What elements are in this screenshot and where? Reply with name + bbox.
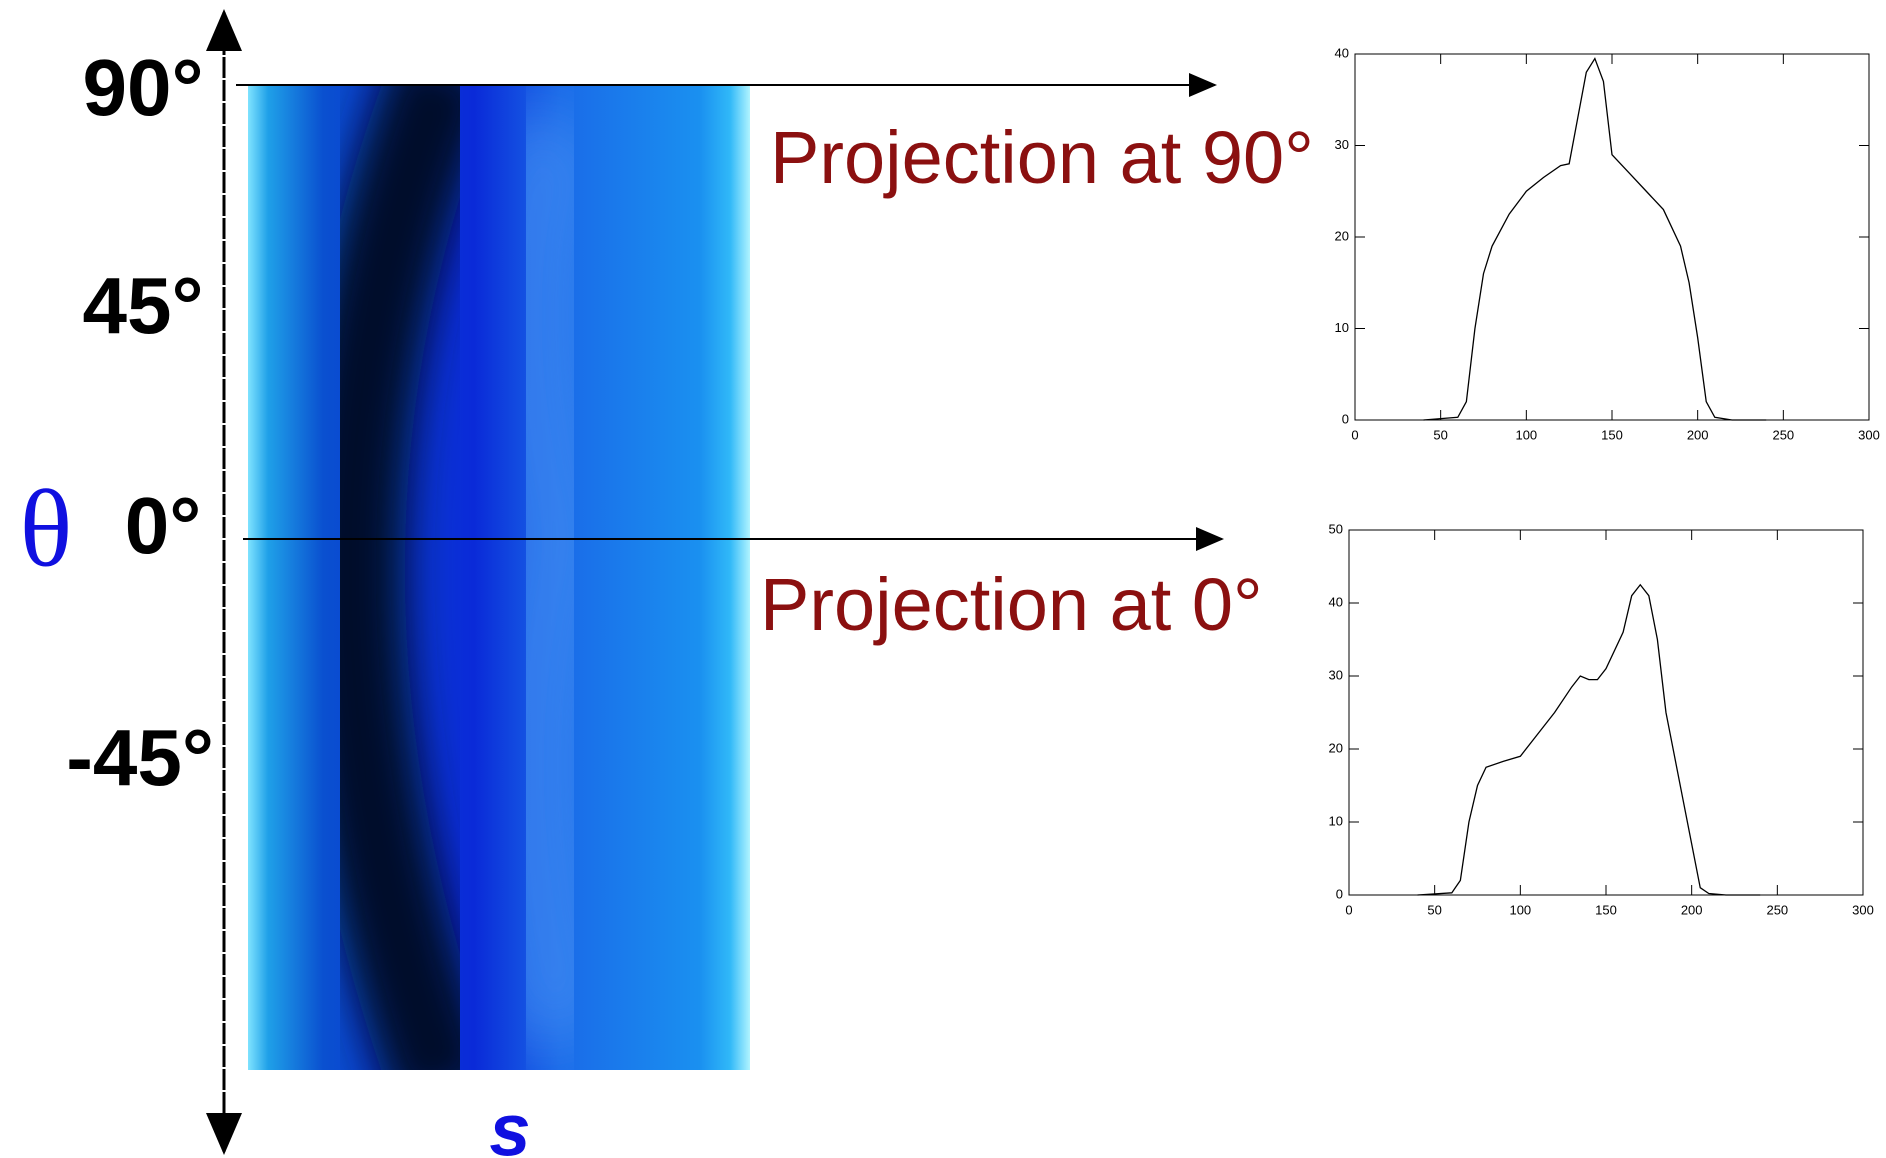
y-tick-label: 40 bbox=[1335, 45, 1349, 60]
y-tick-label: 40 bbox=[1329, 594, 1343, 609]
y-tick-label: 10 bbox=[1329, 813, 1343, 828]
y-tick-label: 30 bbox=[1329, 667, 1343, 682]
plot-frame bbox=[1355, 54, 1869, 420]
y-tick-label: 20 bbox=[1329, 740, 1343, 755]
y-tick-label: 20 bbox=[1335, 228, 1349, 243]
y-tick-label: 0 bbox=[1336, 886, 1343, 901]
x-tick-label: 50 bbox=[1427, 902, 1441, 917]
y-tick-label: 10 bbox=[1335, 320, 1349, 335]
plot-frame bbox=[1349, 530, 1863, 895]
angle-label: -45° bbox=[66, 713, 214, 802]
x-tick-label: 300 bbox=[1852, 902, 1874, 917]
projection-label: Projection at 90° bbox=[770, 116, 1314, 199]
s-label: s bbox=[489, 1089, 530, 1158]
x-tick-label: 0 bbox=[1345, 902, 1352, 917]
angle-label: 90° bbox=[83, 43, 204, 132]
y-tick-label: 0 bbox=[1342, 411, 1349, 426]
x-tick-label: 200 bbox=[1681, 902, 1703, 917]
y-tick-label: 30 bbox=[1335, 137, 1349, 152]
angle-label: 0° bbox=[125, 481, 201, 570]
x-tick-label: 250 bbox=[1772, 427, 1794, 442]
x-tick-label: 300 bbox=[1858, 427, 1880, 442]
y-tick-label: 50 bbox=[1329, 521, 1343, 536]
x-tick-label: 200 bbox=[1687, 427, 1709, 442]
x-tick-label: 50 bbox=[1433, 427, 1447, 442]
projection-line bbox=[1424, 59, 1767, 420]
sinogram bbox=[248, 60, 750, 1100]
angle-label: 45° bbox=[83, 261, 204, 350]
projection-line bbox=[1418, 585, 1761, 895]
figure: 90° 45° 0° -45° θ s Projection at 90° Pr… bbox=[0, 0, 1886, 1158]
projection-label: Projection at 0° bbox=[760, 563, 1263, 646]
x-tick-label: 150 bbox=[1601, 427, 1623, 442]
theta-label: θ bbox=[20, 467, 73, 589]
x-tick-label: 250 bbox=[1766, 902, 1788, 917]
x-tick-label: 150 bbox=[1595, 902, 1617, 917]
x-tick-label: 100 bbox=[1515, 427, 1537, 442]
x-tick-label: 0 bbox=[1351, 427, 1358, 442]
x-tick-label: 100 bbox=[1509, 902, 1531, 917]
